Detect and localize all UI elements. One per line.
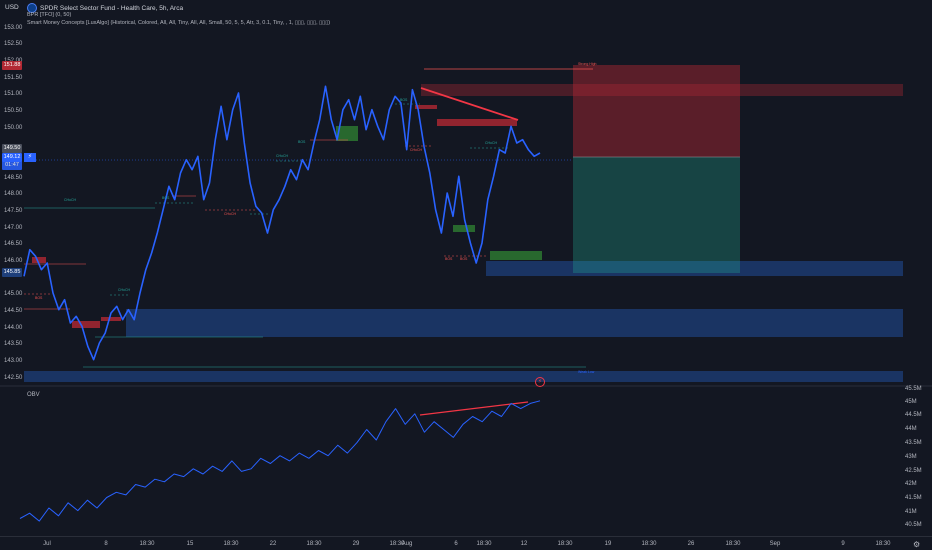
price-axis-label: 148.50 xyxy=(4,175,23,181)
indicator-smc[interactable]: Smart Money Concepts [LuxAlgo] (Historic… xyxy=(27,20,331,26)
time-axis-label: 8 xyxy=(104,541,108,547)
time-axis-label: 18:30 xyxy=(476,541,492,547)
choch-label: CHoCH xyxy=(410,148,423,152)
chart-title-text: SPDR Select Sector Fund - Health Care, 5… xyxy=(40,4,184,12)
demand-zone-mid xyxy=(126,309,903,337)
price-axis-label: 142.50 xyxy=(4,375,23,381)
time-axis-label: 9 xyxy=(841,541,845,547)
bos-label: BOS xyxy=(162,196,170,200)
alert-icon[interactable]: ⚡ xyxy=(24,153,36,162)
time-axis-label: 26 xyxy=(687,541,695,547)
settings-gear-icon[interactable]: ⚙ xyxy=(913,540,921,549)
bos-label: BOS xyxy=(445,257,453,261)
obv-axis-label: 44.5M xyxy=(905,412,922,418)
price-axis-label: 147.00 xyxy=(4,225,23,231)
time-axis-label: 18:30 xyxy=(641,541,657,547)
price-axis-label: 144.00 xyxy=(4,325,23,331)
time-axis-label: 12 xyxy=(520,541,528,547)
time-axis-label: 18:30 xyxy=(389,541,405,547)
time-axis-label: 22 xyxy=(269,541,277,547)
time-axis-label: 15 xyxy=(186,541,194,547)
order-block xyxy=(415,105,437,109)
bos-label: BOS xyxy=(35,296,43,300)
price-axis-label: 153.00 xyxy=(4,25,23,31)
entry-price-tag: 149.50 xyxy=(2,144,22,153)
bos-label: BOS xyxy=(460,257,468,261)
strong-high-label: Strong High xyxy=(578,62,597,66)
time-axis-label: 29 xyxy=(352,541,360,547)
price-series-line xyxy=(23,85,541,361)
price-axis-label: 150.50 xyxy=(4,108,23,114)
price-axis-label: 144.50 xyxy=(4,308,23,314)
choch-label: CHoCH xyxy=(64,198,77,202)
indicator-bpr[interactable]: BPR [TFO] (0, 50) xyxy=(27,12,72,18)
price-axis-label: 150.00 xyxy=(4,125,23,131)
obv-axis-label: 45M xyxy=(905,399,917,405)
choch-label: CHoCH xyxy=(224,212,237,216)
price-axis-label: 143.00 xyxy=(4,358,23,364)
time-axis-label: 18:30 xyxy=(139,541,155,547)
time-axis-label: 18:30 xyxy=(725,541,741,547)
price-axis-label: 152.50 xyxy=(4,41,23,47)
obv-label: OBV xyxy=(27,392,40,398)
symbol-logo-icon xyxy=(27,3,37,13)
obv-axis-label: 43M xyxy=(905,454,917,460)
price-axis-label: 146.50 xyxy=(4,241,23,247)
obv-axis-label: 40.5M xyxy=(905,522,922,528)
time-axis-label: 19 xyxy=(604,541,612,547)
order-block xyxy=(490,251,542,260)
supply-zone xyxy=(421,84,903,96)
go-to-realtime-icon[interactable]: ⚡ xyxy=(535,377,545,387)
bos-label: BOS xyxy=(298,140,306,144)
obv-axis-label: 45.5M xyxy=(905,386,922,392)
chart-title[interactable]: SPDR Select Sector Fund - Health Care, 5… xyxy=(27,3,183,13)
currency-label: USD xyxy=(5,4,19,11)
weak-low-label: Weak Low xyxy=(578,370,595,374)
price-axis-label: 148.00 xyxy=(4,191,23,197)
target-zone xyxy=(573,157,740,273)
order-block xyxy=(336,126,358,141)
price-axis-label: 151.00 xyxy=(4,91,23,97)
last-price-tag: 149.12 xyxy=(2,153,22,162)
order-block xyxy=(101,317,121,321)
time-axis-label: 18:30 xyxy=(875,541,891,547)
obv-axis-label: 42.5M xyxy=(905,468,922,474)
order-block xyxy=(32,257,46,263)
obv-axis-label: 43.5M xyxy=(905,440,922,446)
obv-axis-label: 42M xyxy=(905,481,917,487)
time-axis-label: Sep xyxy=(769,541,781,547)
obv-axis-label: 44M xyxy=(905,426,917,432)
stop-price-tag: 145.85 xyxy=(2,268,22,277)
obv-series-line xyxy=(19,400,541,522)
price-axis-label: 145.00 xyxy=(4,291,23,297)
time-axis-label: 18:30 xyxy=(557,541,573,547)
countdown-tag: 01:47 xyxy=(2,161,22,170)
target-price-tag: 151.88 xyxy=(2,61,22,70)
time-axis-label: 6 xyxy=(454,541,458,547)
time-axis-label: Jul xyxy=(43,541,51,547)
time-axis-label: 18:30 xyxy=(306,541,322,547)
time-axis-label: Aug xyxy=(401,541,413,547)
obv-axis-label: 41M xyxy=(905,509,917,515)
price-axis-label: 146.00 xyxy=(4,258,23,264)
order-block xyxy=(437,119,517,126)
choch-label: CHoCH xyxy=(276,154,289,158)
demand-zone-upper xyxy=(486,261,903,276)
price-axis-label: 151.50 xyxy=(4,75,23,81)
choch-label: CHoCH xyxy=(118,288,131,292)
stop-zone xyxy=(573,65,740,157)
price-axis-label: 147.50 xyxy=(4,208,23,214)
price-axis-label: 143.50 xyxy=(4,341,23,347)
demand-zone-lower xyxy=(24,371,903,382)
obv-axis-label: 41.5M xyxy=(905,495,922,501)
time-axis-label: 18:30 xyxy=(223,541,239,547)
choch-label: CHoCH xyxy=(485,141,498,145)
bos-label: BOS xyxy=(400,98,408,102)
order-block xyxy=(72,321,100,328)
time-axis-separator xyxy=(0,536,932,537)
bearish-divergence-line xyxy=(420,87,519,121)
order-block xyxy=(453,225,475,232)
